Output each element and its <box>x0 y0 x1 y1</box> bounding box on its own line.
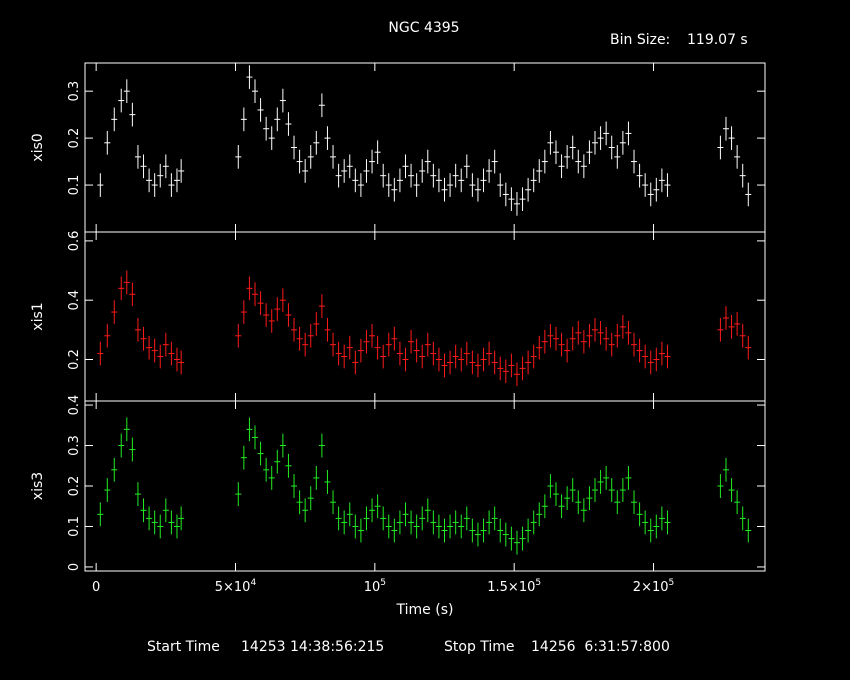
y-tick-label: 0.2 <box>67 476 82 497</box>
x-tick-label: 105 <box>364 578 386 595</box>
x-tick-label: 1.5×105 <box>487 578 541 595</box>
y-tick-label: 0.3 <box>67 81 82 102</box>
panel-xis1: 0.2 0.4 0.6 xis1 <box>30 231 766 402</box>
data-series <box>97 417 185 539</box>
y-axis-label: xis1 <box>30 302 46 330</box>
data-series <box>717 116 752 207</box>
y-axis-label: xis3 <box>30 472 46 500</box>
y-tick-label: 0.3 <box>67 435 82 456</box>
y-tick-label: 0.4 <box>67 395 82 416</box>
y-tick-label: 0.2 <box>67 349 82 370</box>
data-series <box>97 270 185 375</box>
data-series <box>97 79 185 197</box>
bin-size-label: Bin Size: <box>610 32 670 48</box>
y-tick-label: 0.2 <box>67 128 82 149</box>
x-tick-label: 0 <box>92 580 100 595</box>
data-series <box>717 306 752 360</box>
y-axis-label: xis0 <box>30 133 46 161</box>
start-time-label: Start Time <box>147 639 220 655</box>
panel-frame <box>84 231 766 402</box>
x-axis-label: Time (s) <box>396 602 454 618</box>
panel-frame <box>84 400 766 572</box>
data-series <box>717 457 752 543</box>
x-tick-label: 5×104 <box>215 578 257 595</box>
y-tick-label: 0.4 <box>67 290 82 311</box>
chart-title: NGC 4395 <box>388 20 459 36</box>
data-series <box>235 65 671 216</box>
y-tick-label: 0 <box>67 563 82 571</box>
bin-size-value: 119.07 s <box>687 32 748 48</box>
data-series <box>235 417 671 555</box>
data-series <box>235 276 671 387</box>
y-tick-label: 0.1 <box>67 175 82 196</box>
x-tick-label: 2×105 <box>633 578 674 595</box>
panel-xis3: 0 0.1 0.2 0.3 0.4 xis3 <box>30 395 766 572</box>
panel-frame <box>84 62 766 233</box>
stop-time-value: 14256 6:31:57:800 <box>531 639 670 655</box>
start-time-value: 14253 14:38:56:215 <box>241 639 384 655</box>
stop-time-label: Stop Time <box>444 639 515 655</box>
panel-xis0: 0.1 0.2 0.3 xis0 <box>30 62 766 233</box>
y-tick-label: 0.6 <box>67 231 82 252</box>
y-tick-label: 0.1 <box>67 516 82 537</box>
